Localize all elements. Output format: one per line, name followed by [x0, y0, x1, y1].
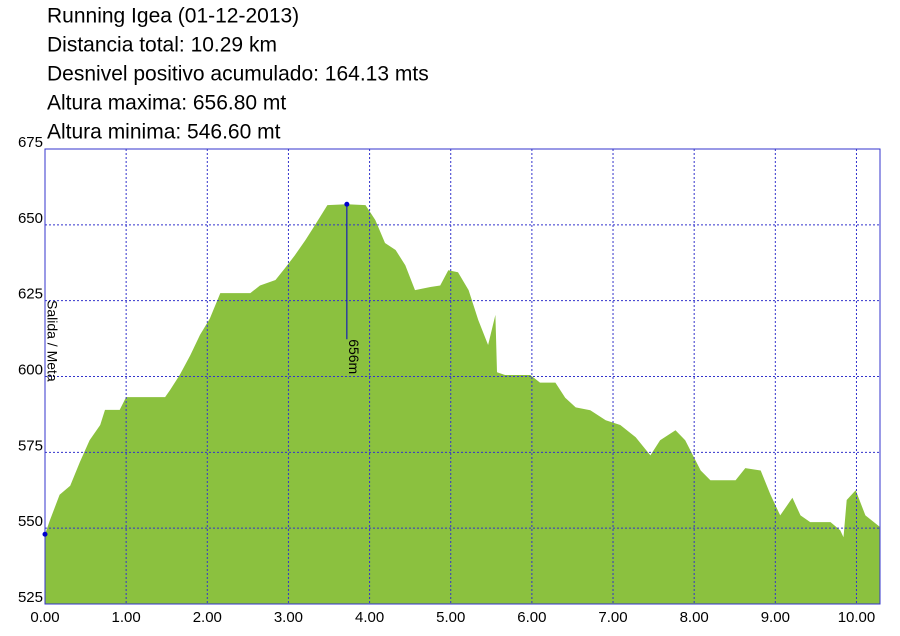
y-tick-label: 600 — [18, 361, 43, 378]
marker-point — [42, 531, 48, 537]
x-tick-label: 5.00 — [436, 609, 465, 626]
plot-border — [44, 148, 881, 605]
marker-label: 656m — [346, 339, 362, 374]
x-tick-label: 6.00 — [517, 609, 546, 626]
stat: Distancia total: 10.29 km — [47, 34, 277, 57]
x-tick-label: 7.00 — [598, 609, 627, 626]
x-tick-label: 2.00 — [193, 609, 222, 626]
x-tick-label: 4.00 — [355, 609, 384, 626]
marker-point — [344, 201, 350, 207]
x-tick-label: 0.00 — [30, 609, 59, 626]
y-tick-label: 650 — [18, 210, 43, 227]
y-tick-label: 575 — [18, 437, 43, 454]
marker-label: Salida / Meta — [44, 300, 60, 382]
x-tick-label: 10.00 — [838, 609, 876, 626]
y-tick-label: 550 — [18, 513, 43, 530]
x-tick-label: 3.00 — [274, 609, 303, 626]
x-tick-label: 1.00 — [112, 609, 141, 626]
chart-title: Running Igea (01-12-2013) — [47, 5, 299, 28]
stat: Altura maxima: 656.80 mt — [47, 92, 286, 115]
elevation-area — [45, 204, 880, 604]
y-tick-label: 525 — [18, 589, 43, 606]
x-tick-label: 9.00 — [761, 609, 790, 626]
stat: Desnivel positivo acumulado: 164.13 mts — [47, 63, 429, 86]
stat: Altura minima: 546.60 mt — [47, 121, 281, 144]
x-tick-label: 8.00 — [680, 609, 709, 626]
y-tick-label: 675 — [18, 134, 43, 151]
y-tick-label: 625 — [18, 286, 43, 303]
